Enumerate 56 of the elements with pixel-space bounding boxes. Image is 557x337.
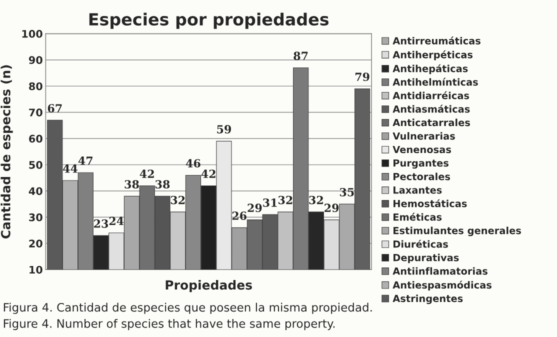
legend-label: Laxantes xyxy=(394,186,442,194)
y-tick-label: 20 xyxy=(29,240,42,248)
y-tick-label: 90 xyxy=(28,56,42,64)
y-tick-label: 80 xyxy=(29,82,42,90)
data-label: 29 xyxy=(324,204,339,212)
y-axis-title: Cantidad de especies (n) xyxy=(0,65,13,238)
legend-label: Diuréticas xyxy=(394,240,448,248)
legend-label: Antiespasmódicas xyxy=(392,280,492,291)
legend-label: Astringentes xyxy=(392,294,463,304)
chart-title: Especies por propiedades xyxy=(89,12,329,29)
data-label: 24 xyxy=(109,216,124,226)
data-label: 59 xyxy=(217,125,231,134)
data-label: 35 xyxy=(340,188,354,196)
data-label: 23 xyxy=(94,219,108,228)
x-axis-title: Propiedades xyxy=(166,280,252,292)
data-label: 87 xyxy=(294,52,308,60)
y-tick-label: 70 xyxy=(29,108,42,116)
legend-label: Purgantes xyxy=(394,159,448,169)
text: Figura 4. Cantidad de especies que poseen la misma propiedad. xyxy=(4,302,372,314)
y-tick-label: 40 xyxy=(28,187,42,196)
data-label: 42 xyxy=(201,170,216,178)
data-label: 32 xyxy=(170,196,185,204)
data-label: 32 xyxy=(278,196,292,204)
y-tick-label: 50 xyxy=(29,160,42,169)
legend-label: Depurativas xyxy=(394,254,459,264)
legend-label: Vulnerarias xyxy=(392,132,455,140)
data-label: 26 xyxy=(232,212,246,220)
y-tick-label: 100 xyxy=(22,30,42,38)
data-label: 38 xyxy=(124,180,139,188)
legend-label: Estimulantes generales xyxy=(394,226,521,236)
caption: Figure 4. Number of species that have the same property. xyxy=(4,318,335,330)
y-tick-label: 10 xyxy=(30,266,42,274)
data-label: 47 xyxy=(78,156,92,165)
legend-label: Anticatarrales xyxy=(392,118,470,126)
y-tick-label: 30 xyxy=(29,213,42,222)
data-label: 32 xyxy=(309,196,323,204)
legend-label: Antiherpéticas xyxy=(392,50,473,60)
legend-label: Eméticas xyxy=(394,212,442,221)
data-label: 42 xyxy=(140,170,154,178)
legend-label: Hemostáticas xyxy=(394,199,467,208)
data-label: 44 xyxy=(62,164,78,173)
y-tick-label: 60 xyxy=(29,134,42,143)
legend-label: Antirreumáticas xyxy=(392,36,480,44)
legend-label: Antiinflamatorias xyxy=(392,267,488,275)
data-label: 31 xyxy=(263,198,277,207)
data-label: 29 xyxy=(248,204,262,212)
legend-label: Antihepáticas xyxy=(392,64,468,74)
legend-label: Antiasmáticas xyxy=(392,104,470,113)
legend-label: Antihelmínticas xyxy=(392,78,478,86)
data-label: 38 xyxy=(156,180,170,188)
data-label: 79 xyxy=(355,72,370,82)
data-label: 67 xyxy=(48,104,62,112)
legend-label: Antidiarréicas xyxy=(392,91,470,100)
legend-label: Venenosas xyxy=(392,146,451,154)
legend-label: Pectorales xyxy=(394,172,450,180)
data-label: 46 xyxy=(186,159,200,168)
